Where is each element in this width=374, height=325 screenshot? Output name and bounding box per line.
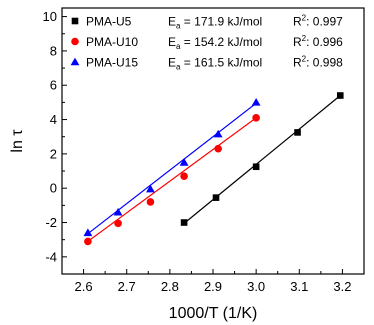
data-point: [146, 184, 155, 193]
legend-series-name: PMA-U10: [86, 35, 138, 49]
r2-value: : 0.997: [306, 15, 343, 29]
r2-superscript: 2: [302, 34, 307, 43]
ea-symbol: E: [168, 15, 176, 29]
x-axis-label: 1000/T (1/K): [169, 305, 258, 322]
ea-subscript: a: [176, 42, 181, 51]
y-tick-label: 10: [43, 9, 57, 24]
r2-value: : 0.996: [306, 35, 343, 49]
series-pma-u10: [84, 114, 260, 246]
ea-value: = 154.2 kJ/mol: [180, 35, 262, 49]
x-tick-label: 2.9: [204, 279, 222, 294]
x-tick-label: 2.6: [75, 279, 93, 294]
legend-activation-energy: Ea = 154.2 kJ/mol: [168, 35, 262, 51]
data-point: [113, 207, 123, 216]
legend-marker: [71, 17, 79, 25]
legend-r-squared: R2: 0.998: [293, 55, 343, 70]
y-axis-label-main: ln: [9, 136, 26, 153]
data-point: [180, 172, 188, 180]
data-point: [212, 194, 220, 201]
series-pma-u5: [180, 92, 344, 226]
series-layer: [83, 92, 344, 246]
y-tick-label: 8: [50, 43, 57, 58]
legend-series-name: PMA-U5: [86, 15, 132, 29]
data-point: [336, 92, 344, 99]
x-tick-label: 2.7: [118, 279, 136, 294]
y-tick-label: 2: [50, 146, 57, 161]
ea-subscript: a: [176, 22, 181, 31]
y-tick-label: 4: [50, 112, 57, 127]
data-point: [213, 129, 223, 138]
x-tick-label: 3.1: [290, 279, 308, 294]
r2-symbol: R: [293, 56, 302, 70]
data-point: [214, 144, 222, 153]
y-tick-label: 0: [50, 181, 57, 196]
fit-line: [87, 102, 257, 235]
data-point: [179, 158, 189, 166]
legend-marker: [71, 37, 79, 46]
ea-symbol: E: [168, 56, 176, 70]
data-point: [251, 97, 261, 106]
legend-activation-energy: Ea = 171.9 kJ/mol: [168, 15, 262, 31]
legend-r-squared: R2: 0.997: [293, 14, 343, 29]
data-point: [146, 198, 155, 206]
ea-value: = 171.9 kJ/mol: [180, 15, 262, 29]
r2-value: : 0.998: [306, 56, 343, 70]
data-point: [83, 228, 93, 237]
fit-line: [87, 117, 257, 242]
y-tick-label: -2: [45, 215, 57, 230]
ea-value: = 161.5 kJ/mol: [180, 56, 262, 70]
series-pma-u15: [83, 97, 261, 237]
ea-subscript: a: [176, 63, 181, 72]
data-point: [252, 163, 260, 171]
y-axis-label: ln τ: [9, 129, 26, 153]
data-point: [252, 114, 260, 122]
axes: 2.6 2.7 2.8 2.9 3.0 3.1 3.2 -4 -2 0 2 4 6 8 10: [43, 9, 352, 294]
y-tick-label: -4: [45, 249, 57, 264]
legend-series-name: PMA-U15: [86, 56, 138, 70]
legend-marker: [70, 57, 80, 66]
r2-superscript: 2: [302, 14, 307, 23]
r2-symbol: R: [293, 35, 302, 49]
data-point: [84, 237, 92, 246]
ea-symbol: E: [168, 35, 176, 49]
x-tick-label: 3.2: [333, 279, 351, 294]
y-tick-label: 6: [50, 78, 57, 93]
r2-symbol: R: [293, 15, 302, 29]
x-tick-label: 2.8: [161, 279, 179, 294]
data-point: [180, 219, 188, 226]
x-tick-label: 3.0: [247, 279, 265, 294]
legend-activation-energy: Ea = 161.5 kJ/mol: [168, 56, 262, 72]
data-point: [294, 129, 301, 136]
r2-superscript: 2: [302, 55, 307, 64]
y-axis-label-symbol: τ: [9, 129, 26, 136]
fit-line: [183, 95, 341, 224]
data-point: [114, 219, 122, 228]
legend-r-squared: R2: 0.996: [293, 34, 343, 49]
